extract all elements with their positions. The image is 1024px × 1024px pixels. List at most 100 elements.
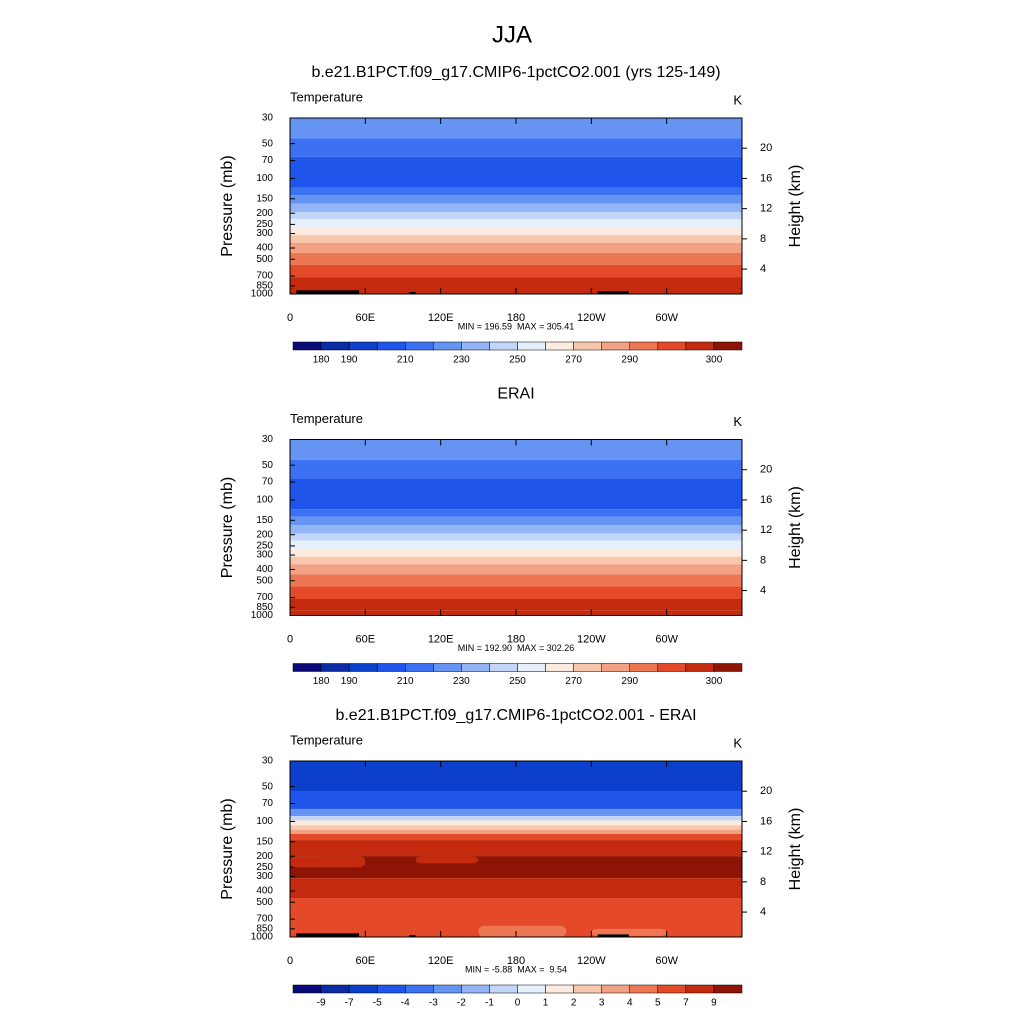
y-tick-label: 50 bbox=[262, 460, 274, 471]
y-tick-label: 300 bbox=[256, 228, 273, 239]
y2-tick-label: 4 bbox=[760, 263, 766, 275]
contour-band bbox=[290, 574, 742, 587]
y-tick-label: 700 bbox=[256, 914, 273, 925]
colorbar-box bbox=[517, 984, 546, 994]
colorbar-label: -9 bbox=[317, 998, 326, 1009]
y-tick-label: 250 bbox=[256, 219, 273, 230]
y-tick-label: 100 bbox=[256, 495, 273, 506]
contour-band bbox=[290, 156, 742, 188]
contour-band bbox=[290, 252, 742, 265]
colorbar-box bbox=[657, 341, 687, 351]
contour-band bbox=[290, 533, 742, 541]
y-tick-label: 1000 bbox=[251, 610, 274, 621]
colorbar-label: -5 bbox=[373, 998, 382, 1009]
colorbar-label: 230 bbox=[453, 355, 470, 366]
colorbar-box bbox=[348, 984, 378, 994]
colorbar-label: 300 bbox=[706, 676, 723, 687]
colorbar-box bbox=[292, 663, 322, 672]
colorbar-label: 210 bbox=[397, 676, 414, 687]
x-tick-label: 120E bbox=[428, 633, 454, 645]
min-max: MIN = 192.90 MAX = 302.26 bbox=[458, 643, 575, 653]
left-string: Temperature bbox=[290, 89, 363, 104]
colorbar-box bbox=[713, 341, 743, 351]
colorbar-box bbox=[376, 984, 406, 994]
y-tick-label: 150 bbox=[256, 836, 273, 847]
x-tick-label: 60E bbox=[356, 955, 376, 967]
contour-band bbox=[290, 118, 742, 139]
y-tick-label: 200 bbox=[256, 208, 273, 219]
x-tick-label: 180 bbox=[507, 955, 525, 967]
colorbar-label: 3 bbox=[599, 998, 605, 1009]
contour-band bbox=[290, 556, 742, 565]
x-tick-label: 0 bbox=[287, 633, 293, 645]
y-tick-label: 400 bbox=[256, 886, 273, 897]
y-tick-label: 30 bbox=[262, 434, 274, 445]
colorbar-box bbox=[405, 341, 434, 351]
x-tick-label: 120W bbox=[577, 312, 606, 324]
colorbar-box bbox=[713, 984, 743, 994]
y-tick-label: 300 bbox=[256, 550, 273, 561]
y-tick-label: 250 bbox=[256, 862, 273, 873]
colorbar-box bbox=[461, 984, 490, 994]
y2-tick-label: 16 bbox=[760, 494, 772, 506]
contour-band bbox=[290, 264, 742, 278]
x-tick-label: 60E bbox=[356, 312, 376, 324]
colorbar-box bbox=[489, 663, 518, 672]
contour-band bbox=[290, 138, 742, 157]
colorbar-label: -4 bbox=[401, 998, 410, 1009]
contour-band bbox=[290, 478, 742, 510]
x-tick-label: 60W bbox=[655, 312, 678, 324]
left-string: Temperature bbox=[290, 411, 363, 426]
colorbar-label: 300 bbox=[706, 355, 723, 366]
colorbar-label: 180 bbox=[313, 355, 330, 366]
panel-title: ERAI bbox=[497, 386, 534, 403]
y-tick-label: 200 bbox=[256, 529, 273, 540]
y-tick-label: 850 bbox=[256, 602, 273, 613]
colorbar-box bbox=[376, 341, 406, 351]
y2-tick-label: 4 bbox=[760, 906, 766, 918]
y-tick-label: 200 bbox=[256, 851, 273, 862]
colorbar-label: 9 bbox=[711, 998, 717, 1009]
colorbar-box bbox=[461, 341, 490, 351]
contour-band bbox=[290, 540, 742, 549]
colorbar-box bbox=[433, 341, 462, 351]
x-tick-label: 180 bbox=[507, 633, 525, 645]
x-tick-label: 60W bbox=[655, 955, 678, 967]
y-tick-label: 250 bbox=[256, 541, 273, 552]
y-tick-label: 50 bbox=[262, 781, 274, 792]
contour-patch bbox=[415, 856, 479, 864]
colorbar-box bbox=[320, 984, 350, 994]
contour-band bbox=[290, 816, 742, 821]
x-tick-label: 60W bbox=[655, 633, 678, 645]
colorbar-box bbox=[348, 341, 378, 351]
y2-axis-label: Height (km) bbox=[787, 486, 804, 569]
colorbar-label: 7 bbox=[683, 998, 689, 1009]
colorbar-box bbox=[433, 984, 462, 994]
min-max: MIN = -5.88 MAX = 9.54 bbox=[465, 964, 567, 974]
x-tick-label: 60E bbox=[356, 633, 376, 645]
contour-band bbox=[290, 825, 742, 830]
colorbar-box bbox=[601, 341, 630, 351]
y-axis-label: Pressure (mb) bbox=[219, 798, 236, 899]
colorbar-box bbox=[405, 984, 434, 994]
colorbar-box bbox=[573, 663, 602, 672]
y-tick-label: 300 bbox=[256, 871, 273, 882]
y2-tick-label: 20 bbox=[760, 142, 772, 154]
contour-band bbox=[290, 277, 742, 288]
x-tick-label: 120W bbox=[577, 633, 606, 645]
y-tick-label: 500 bbox=[256, 897, 273, 908]
colorbar-box bbox=[545, 984, 574, 994]
colorbar-box bbox=[573, 984, 602, 994]
x-tick-label: 180 bbox=[507, 312, 525, 324]
colorbar-label: -2 bbox=[457, 998, 466, 1009]
contour-band bbox=[290, 820, 742, 826]
colorbar-box bbox=[545, 663, 574, 672]
contour-band bbox=[290, 564, 742, 575]
colorbar-box bbox=[629, 984, 659, 994]
contour-band bbox=[290, 791, 742, 809]
x-tick-label: 0 bbox=[287, 955, 293, 967]
colorbar-label: 5 bbox=[655, 998, 661, 1009]
colorbar-label: -1 bbox=[485, 998, 494, 1009]
colorbar-box bbox=[320, 663, 350, 672]
y-tick-label: 30 bbox=[262, 756, 274, 767]
